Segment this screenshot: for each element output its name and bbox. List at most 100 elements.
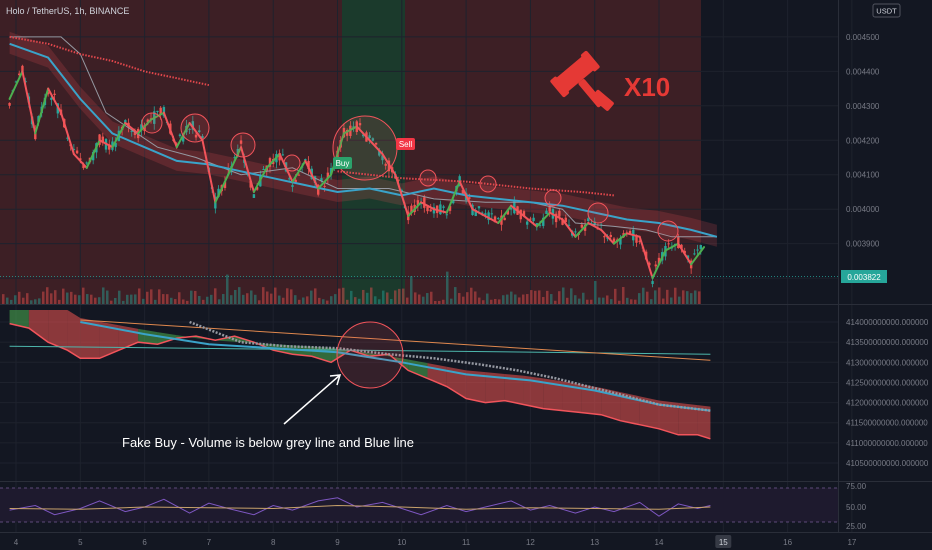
volume-bar: [166, 294, 169, 304]
candle-body: [542, 217, 545, 226]
volume-bar: [398, 288, 401, 304]
candle-body: [554, 213, 558, 223]
price-hull-segment: [240, 146, 255, 193]
candle-body: [448, 205, 452, 211]
price-hull-segment: [60, 111, 75, 156]
indicator-area: [523, 375, 544, 409]
volume-bar: [698, 291, 701, 304]
candle-body: [358, 123, 362, 126]
volume-bar: [42, 291, 45, 304]
currency-badge[interactable]: USDT: [872, 3, 901, 18]
candle-body: [400, 189, 403, 191]
volume-bar: [50, 293, 53, 304]
price-hull-segment: [137, 118, 153, 135]
volume-bar: [38, 298, 41, 304]
indicator-area: [659, 400, 679, 435]
volume-bar: [18, 291, 21, 304]
volume-bar: [170, 297, 173, 304]
current-price-label: 0.003822: [847, 273, 881, 282]
candle-body: [262, 169, 265, 171]
time-tick-label: 4: [14, 538, 19, 547]
candle-body: [252, 194, 256, 198]
volume-bar: [650, 299, 653, 304]
volume-bar: [130, 294, 133, 304]
candle-body: [397, 179, 400, 181]
volume-bar: [546, 290, 549, 304]
price-tick-label: 0.004100: [846, 171, 880, 180]
candle-body: [278, 153, 281, 161]
volume-bar: [30, 300, 33, 304]
volume-bar: [574, 295, 577, 304]
volume-bar: [674, 287, 677, 304]
candle-body: [410, 205, 413, 213]
volume-bar: [154, 299, 157, 304]
candle-body: [66, 137, 69, 139]
volume-bar: [606, 295, 609, 304]
candle-body: [8, 102, 11, 106]
volume-bar: [182, 299, 185, 304]
time-tick-label: 8: [271, 538, 276, 547]
volume-bar: [218, 299, 221, 304]
volume-bar: [394, 290, 397, 304]
sell-label: Sell: [399, 140, 413, 149]
volume-bar: [586, 299, 589, 304]
volume-bar: [74, 294, 77, 304]
volume-bar: [174, 299, 177, 304]
volume-bar: [666, 289, 669, 304]
price-hull-segment: [47, 87, 63, 114]
volume-bar: [26, 293, 29, 304]
volume-bar: [46, 287, 49, 304]
candle-body: [590, 222, 593, 224]
candle-body: [648, 262, 651, 266]
volume-bar: [22, 297, 25, 304]
volume-bar: [294, 295, 297, 304]
volume-bar: [654, 290, 657, 304]
candle-body: [198, 130, 201, 133]
price-hull-segment: [651, 249, 667, 280]
price-tick-label: 0.003900: [846, 240, 880, 249]
price-hull-segment: [445, 180, 461, 214]
volume-bar: [414, 292, 417, 304]
sell-marker[interactable]: Sell: [396, 138, 415, 150]
indicator-area: [138, 328, 158, 345]
indicator-tick-label: 412000000000.000000: [846, 399, 929, 408]
volume-bar: [466, 292, 469, 304]
time-tick-highlight: [715, 535, 732, 548]
candle-body: [178, 134, 182, 137]
volume-bar: [438, 300, 441, 304]
candle-body: [635, 235, 638, 243]
volume-bar: [10, 299, 13, 304]
volume-bar: [342, 287, 345, 304]
candle-body: [628, 230, 632, 235]
volume-bar: [126, 294, 129, 304]
price-hull-segment: [535, 211, 551, 228]
candle-body: [362, 134, 365, 137]
candle-body: [548, 206, 551, 212]
rsi-axis[interactable]: 75.00 50.00 25.00: [846, 482, 867, 531]
volume-bar: [614, 288, 617, 304]
volume-bar: [286, 288, 289, 304]
volume-bar: [402, 288, 405, 304]
time-axis[interactable]: 4 5 6 7 8 9 10 11 12 13 14 15 16 17: [14, 535, 857, 548]
price-hull-segment: [368, 139, 384, 156]
volume-bar: [202, 299, 205, 304]
volume-bar: [618, 300, 621, 304]
candle-body: [445, 214, 449, 216]
buy-marker[interactable]: Buy: [333, 157, 352, 169]
bear-zone-right: [405, 0, 701, 304]
time-tick-label: 17: [847, 538, 856, 547]
volume-bar: [14, 295, 17, 304]
price-hull-segment: [291, 159, 307, 183]
volume-bar: [346, 299, 349, 304]
volume-bar: [446, 271, 449, 304]
volume-bar: [222, 294, 225, 304]
time-tick-label: 10: [397, 538, 406, 547]
highlight-circle: [479, 175, 497, 193]
indicator-axis[interactable]: 414000000000.000000 413500000000.000000 41…: [846, 318, 929, 468]
volume-bar: [210, 294, 213, 304]
candle-body: [683, 250, 686, 254]
price-hull-segment: [265, 153, 281, 169]
volume-bar: [234, 289, 237, 304]
volume-bar: [362, 289, 365, 304]
